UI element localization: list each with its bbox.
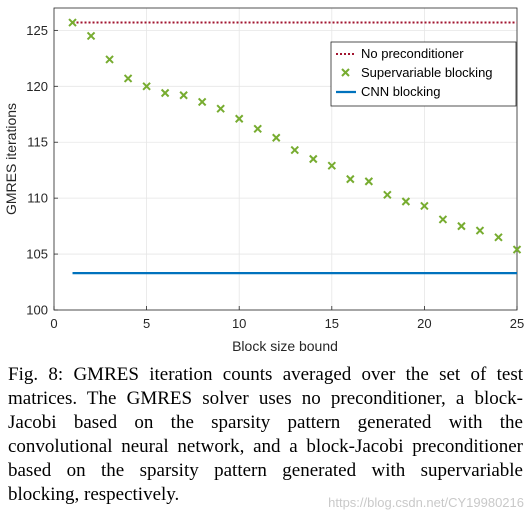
legend-label-no-preconditioner: No preconditioner bbox=[361, 46, 464, 61]
data-point-supervariable-blocking bbox=[438, 215, 448, 224]
legend-swatch-supervariable bbox=[341, 68, 350, 77]
x-tick-label: 0 bbox=[50, 316, 57, 331]
y-tick-label: 120 bbox=[26, 79, 48, 94]
axis-ticks: 0 5 10 15 20 25 100 105 110 115 120 125 bbox=[26, 23, 524, 331]
y-tick-label: 100 bbox=[26, 303, 48, 318]
data-point-supervariable-blocking bbox=[272, 133, 281, 142]
y-tick-label: 125 bbox=[26, 23, 48, 38]
data-point-supervariable-blocking bbox=[142, 82, 151, 91]
series-layer bbox=[68, 18, 522, 275]
legend-box bbox=[330, 41, 517, 107]
data-point-supervariable-blocking bbox=[327, 161, 337, 170]
x-tick-label: 5 bbox=[143, 316, 150, 331]
watermark: https://blog.csdn.net/CY19980216 bbox=[328, 495, 524, 510]
legend-label-cnn-blocking: CNN blocking bbox=[361, 84, 440, 99]
data-point-supervariable-blocking bbox=[197, 97, 207, 107]
y-tick-label: 105 bbox=[26, 247, 48, 262]
y-tick-label: 115 bbox=[27, 135, 48, 150]
legend-label-supervariable-blocking: Supervariable blocking bbox=[361, 65, 493, 80]
data-point-supervariable-blocking bbox=[309, 154, 318, 164]
data-point-supervariable-blocking bbox=[475, 226, 485, 235]
y-axis-label: GMRES iterations bbox=[3, 103, 19, 215]
x-tick-label: 10 bbox=[232, 316, 246, 331]
data-point-supervariable-blocking bbox=[494, 233, 503, 242]
data-point-supervariable-blocking bbox=[383, 190, 392, 199]
data-point-supervariable-blocking bbox=[234, 114, 244, 123]
data-point-supervariable-blocking bbox=[105, 55, 114, 64]
data-point-supervariable-blocking bbox=[123, 74, 133, 83]
y-tick-label: 110 bbox=[27, 191, 48, 206]
legend: No preconditioner Supervariable blocking… bbox=[330, 41, 517, 107]
x-tick-label: 20 bbox=[417, 316, 431, 331]
data-point-supervariable-blocking bbox=[420, 201, 429, 211]
data-point-supervariable-blocking bbox=[86, 31, 96, 41]
data-point-supervariable-blocking bbox=[290, 145, 299, 155]
data-point-supervariable-blocking bbox=[179, 91, 188, 100]
data-point-supervariable-blocking bbox=[68, 18, 77, 27]
data-point-supervariable-blocking bbox=[401, 197, 411, 206]
x-axis-label: Block size bound bbox=[232, 338, 338, 354]
data-point-supervariable-blocking bbox=[216, 104, 225, 113]
data-point-supervariable-blocking bbox=[457, 221, 466, 231]
figure-caption: Fig. 8: GMRES iteration counts averaged … bbox=[8, 364, 523, 505]
data-point-supervariable-blocking bbox=[160, 88, 170, 98]
data-point-supervariable-blocking bbox=[364, 177, 374, 186]
data-point-supervariable-blocking bbox=[253, 124, 262, 134]
x-tick-label: 25 bbox=[510, 316, 524, 331]
data-point-supervariable-blocking bbox=[346, 174, 355, 184]
data-point-supervariable-blocking bbox=[512, 245, 522, 254]
x-tick-label: 15 bbox=[325, 316, 339, 331]
chart: 0 5 10 15 20 25 100 105 110 115 120 125 No precondi… bbox=[3, 7, 524, 354]
plot-area-frame bbox=[53, 7, 518, 311]
